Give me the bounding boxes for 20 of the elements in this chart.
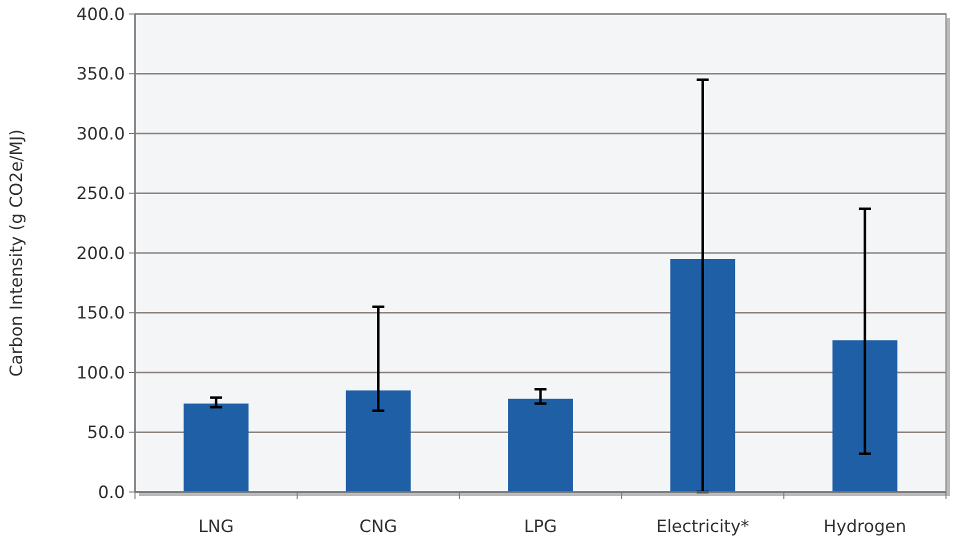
x-tick-label: LPG — [524, 517, 557, 537]
y-tick-label: 100.0 — [76, 363, 125, 384]
bar — [508, 398, 573, 492]
y-tick-label: 250.0 — [76, 184, 125, 204]
y-axis-title: Carbon Intensity (g CO2e/MJ) — [7, 129, 27, 377]
x-tick-label: LNG — [198, 517, 234, 537]
x-tick-label: Electricity* — [656, 517, 750, 537]
x-tick-label: CNG — [359, 517, 398, 537]
y-tick-label: 350.0 — [76, 64, 125, 85]
y-tick-label: 0.0 — [98, 482, 125, 503]
y-tick-label: 150.0 — [76, 304, 125, 324]
bar — [346, 390, 411, 492]
bar — [184, 404, 249, 492]
bar — [832, 340, 898, 492]
bar — [670, 258, 736, 492]
x-tick-label: Hydrogen — [824, 517, 906, 537]
y-tick-label: 200.0 — [76, 244, 125, 264]
y-tick-label: 300.0 — [76, 124, 125, 144]
y-tick-label: 400.0 — [76, 4, 125, 25]
y-tick-label: 50.0 — [87, 423, 125, 444]
